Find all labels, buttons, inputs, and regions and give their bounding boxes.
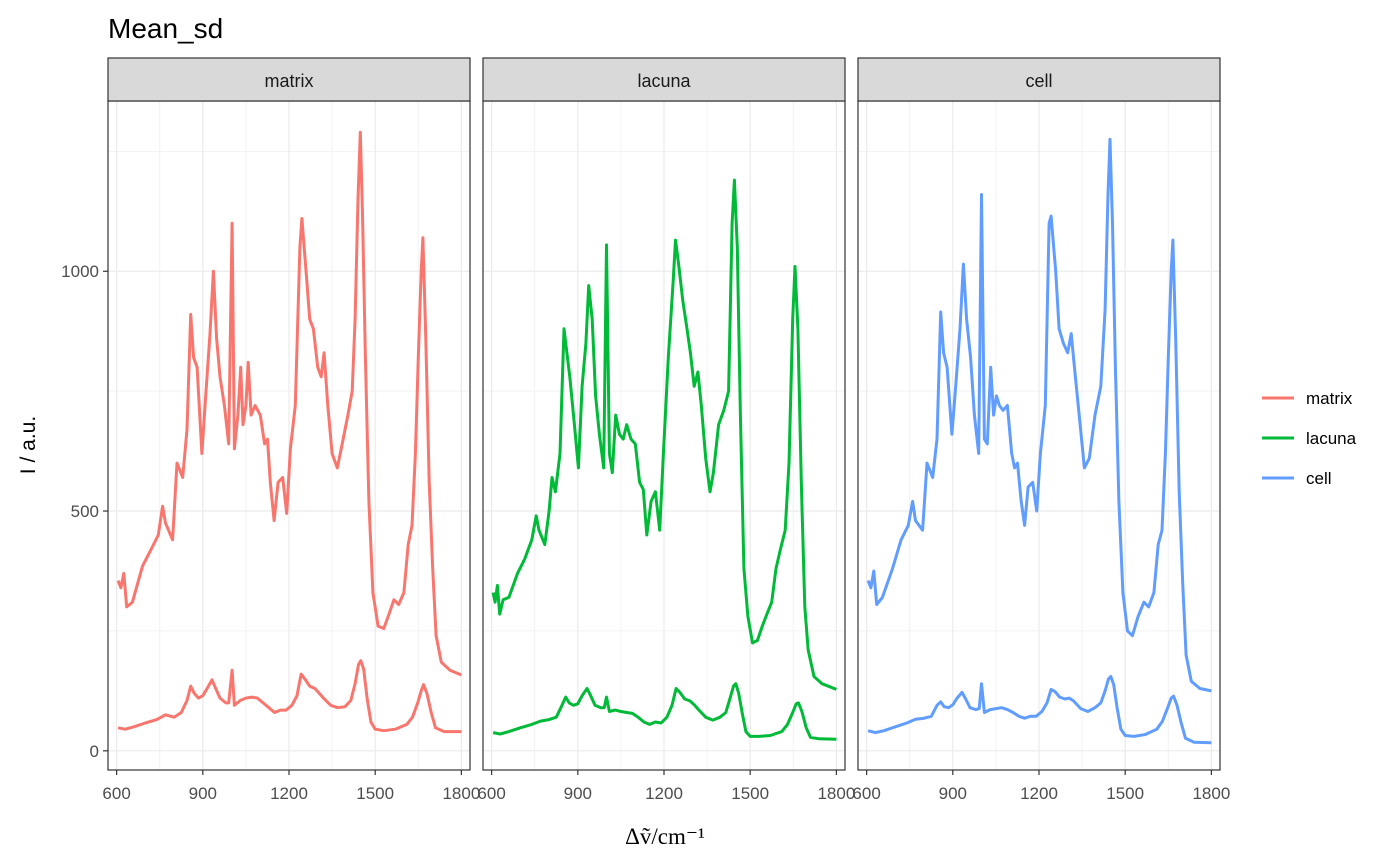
sd-line-matrix xyxy=(117,659,462,734)
x-tick-label: 600 xyxy=(477,784,505,803)
legend-item-matrix: matrix xyxy=(1262,389,1353,408)
chart-panels: matrix 600 900 1200 1500 1800 0 500 1000 lacuna 60… xyxy=(61,57,1230,803)
strip-background xyxy=(482,57,846,102)
legend-label: lacuna xyxy=(1306,429,1357,448)
strip-label: lacuna xyxy=(637,71,691,91)
x-tick-label: 900 xyxy=(939,784,967,803)
legend-label: matrix xyxy=(1306,389,1353,408)
sd-line-lacuna xyxy=(492,682,837,741)
x-tick-label: 1200 xyxy=(645,784,683,803)
chart-title: Mean_sd xyxy=(108,13,223,44)
strip-label: matrix xyxy=(265,71,314,91)
x-tick-label: 1500 xyxy=(356,784,394,803)
panel-cell: cell 600 900 1200 1500 1800 xyxy=(852,57,1230,803)
x-tick-label: 600 xyxy=(852,784,880,803)
x-axis-label: Δṽ/cm⁻¹ xyxy=(625,824,705,849)
legend-item-lacuna: lacuna xyxy=(1262,429,1357,448)
x-tick-label: 1200 xyxy=(1020,784,1058,803)
legend-label: cell xyxy=(1306,469,1332,488)
y-axis-label: I / a.u. xyxy=(17,416,40,474)
y-tick-label: 0 xyxy=(90,742,99,761)
x-tick-label: 1500 xyxy=(1106,784,1144,803)
panel-matrix: matrix 600 900 1200 1500 1800 0 500 1000 xyxy=(61,57,480,803)
panel-lacuna: lacuna 600 900 1200 1500 1800 xyxy=(477,57,855,803)
x-tick-label: 900 xyxy=(564,784,592,803)
mean-line-lacuna xyxy=(491,178,837,691)
x-tick-label: 1200 xyxy=(270,784,308,803)
x-tick-label: 600 xyxy=(102,784,130,803)
strip-background xyxy=(857,57,1221,102)
x-tick-label: 1800 xyxy=(1192,784,1230,803)
x-tick-label: 1500 xyxy=(731,784,769,803)
legend: matrix lacuna cell xyxy=(1262,389,1357,488)
sd-line-cell xyxy=(867,675,1212,745)
x-tick-label: 900 xyxy=(189,784,217,803)
mean-line-matrix xyxy=(116,130,462,677)
y-tick-label: 1000 xyxy=(61,262,99,281)
x-tick-label: 1800 xyxy=(817,784,855,803)
strip-label: cell xyxy=(1025,71,1052,91)
strip-background xyxy=(107,57,471,102)
legend-item-cell: cell xyxy=(1262,469,1332,488)
x-tick-label: 1800 xyxy=(442,784,480,803)
mean-line-cell xyxy=(866,137,1212,693)
y-tick-label: 500 xyxy=(71,502,99,521)
